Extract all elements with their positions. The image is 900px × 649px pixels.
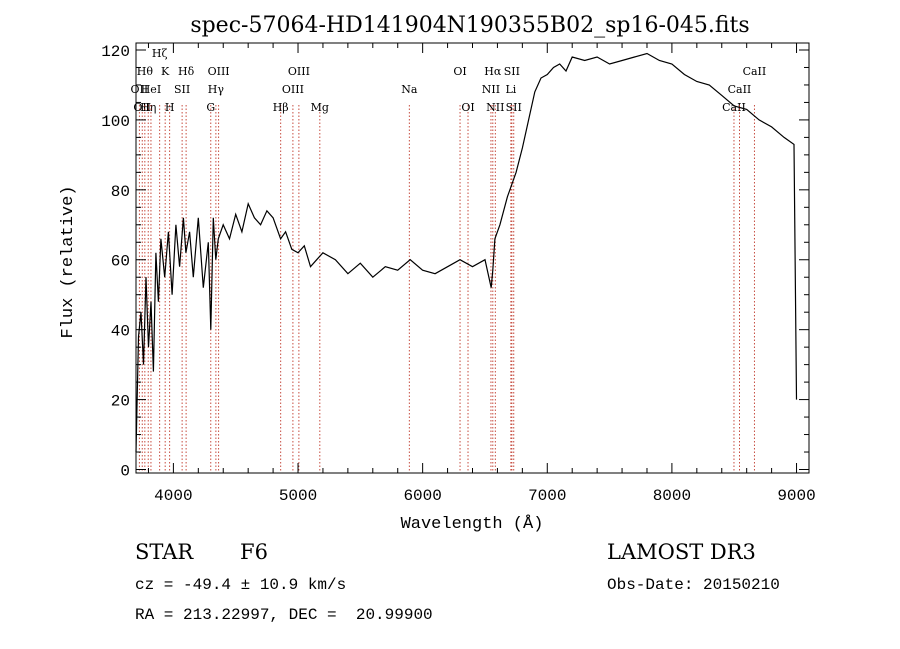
chart-title: spec-57064-HD141904N190355B02_sp16-045.f… bbox=[190, 13, 749, 38]
spectral-line-label: Na bbox=[401, 83, 418, 96]
spectral-line-label: HeI bbox=[141, 83, 161, 96]
redshift: cz = -49.4 ± 10.9 km/s bbox=[135, 576, 346, 594]
y-tick-label: 60 bbox=[111, 253, 130, 271]
x-tick-label: 9000 bbox=[777, 487, 815, 505]
spectral-line-label: SII bbox=[174, 83, 190, 96]
spectral-line-label: Hβ bbox=[273, 101, 289, 114]
spectral-line-label: Hη bbox=[140, 101, 156, 114]
coordinates: RA = 213.22997, DEC = 20.99900 bbox=[135, 606, 433, 624]
spectral-line-label: OIII bbox=[288, 65, 310, 78]
y-tick-label: 0 bbox=[120, 463, 130, 481]
spectral-line-label: OII bbox=[131, 83, 149, 96]
spectral-line-label: Hγ bbox=[208, 83, 225, 96]
spectral-line-label: SII bbox=[504, 65, 520, 78]
spectral-line-label: H bbox=[165, 101, 175, 114]
object-class: STAR bbox=[135, 540, 194, 564]
spectral-line-label: Li bbox=[505, 83, 516, 96]
x-tick-label: 6000 bbox=[403, 487, 441, 505]
spectral-line-label: Hδ bbox=[178, 65, 195, 78]
spectral-line-label: CaII bbox=[743, 65, 767, 78]
obs-date: Obs-Date: 20150210 bbox=[607, 576, 780, 594]
flux-series-line bbox=[135, 52, 798, 453]
survey-name: LAMOST DR3 bbox=[607, 540, 756, 564]
x-tick-label: 5000 bbox=[279, 487, 317, 505]
spectral-line-label: K bbox=[161, 65, 170, 78]
y-tick-label: 80 bbox=[111, 183, 130, 201]
spectral-line-label: OII bbox=[133, 101, 151, 114]
y-tick-label: 100 bbox=[101, 113, 130, 131]
x-tick-label: 7000 bbox=[528, 487, 566, 505]
y-tick-label: 40 bbox=[111, 323, 130, 341]
spectral-line-label: OIII bbox=[282, 83, 304, 96]
spectral-line-label: NII bbox=[486, 101, 504, 114]
y-tick-label: 120 bbox=[101, 43, 130, 61]
spectral-line-label: CaII bbox=[728, 83, 752, 96]
x-axis-label: Wavelength (Å) bbox=[401, 515, 544, 534]
y-axis-label: Flux (relative) bbox=[59, 185, 78, 338]
x-tick-label: 8000 bbox=[653, 487, 691, 505]
spectral-line-markers: OII OII Hθ Hη HeI Hζ K H SII Hδ G Hγ OIII Hβ OIII OIII M… bbox=[131, 47, 767, 473]
spectral-line-label: OI bbox=[461, 101, 474, 114]
spectral-line-label: G bbox=[206, 101, 215, 114]
spectral-line-label: OIII bbox=[208, 65, 230, 78]
spectral-line-label: NII bbox=[482, 83, 500, 96]
x-axis: 4000 5000 6000 7000 8000 9000 bbox=[147, 43, 816, 505]
subclass: F6 bbox=[240, 540, 268, 564]
y-axis: 0 20 40 60 80 100 120 bbox=[101, 43, 809, 481]
spectral-line-label: Hα bbox=[484, 65, 502, 78]
x-tick-label: 4000 bbox=[154, 487, 192, 505]
spectral-line-label: OI bbox=[453, 65, 466, 78]
spectral-line-label: Hθ bbox=[137, 65, 154, 78]
spectral-line-label: Hζ bbox=[152, 47, 168, 60]
spectral-line-label: CaII bbox=[722, 101, 746, 114]
spectral-line-label: SII bbox=[506, 101, 522, 114]
y-tick-label: 20 bbox=[111, 393, 130, 411]
spectral-line-label: Mg bbox=[311, 101, 329, 114]
